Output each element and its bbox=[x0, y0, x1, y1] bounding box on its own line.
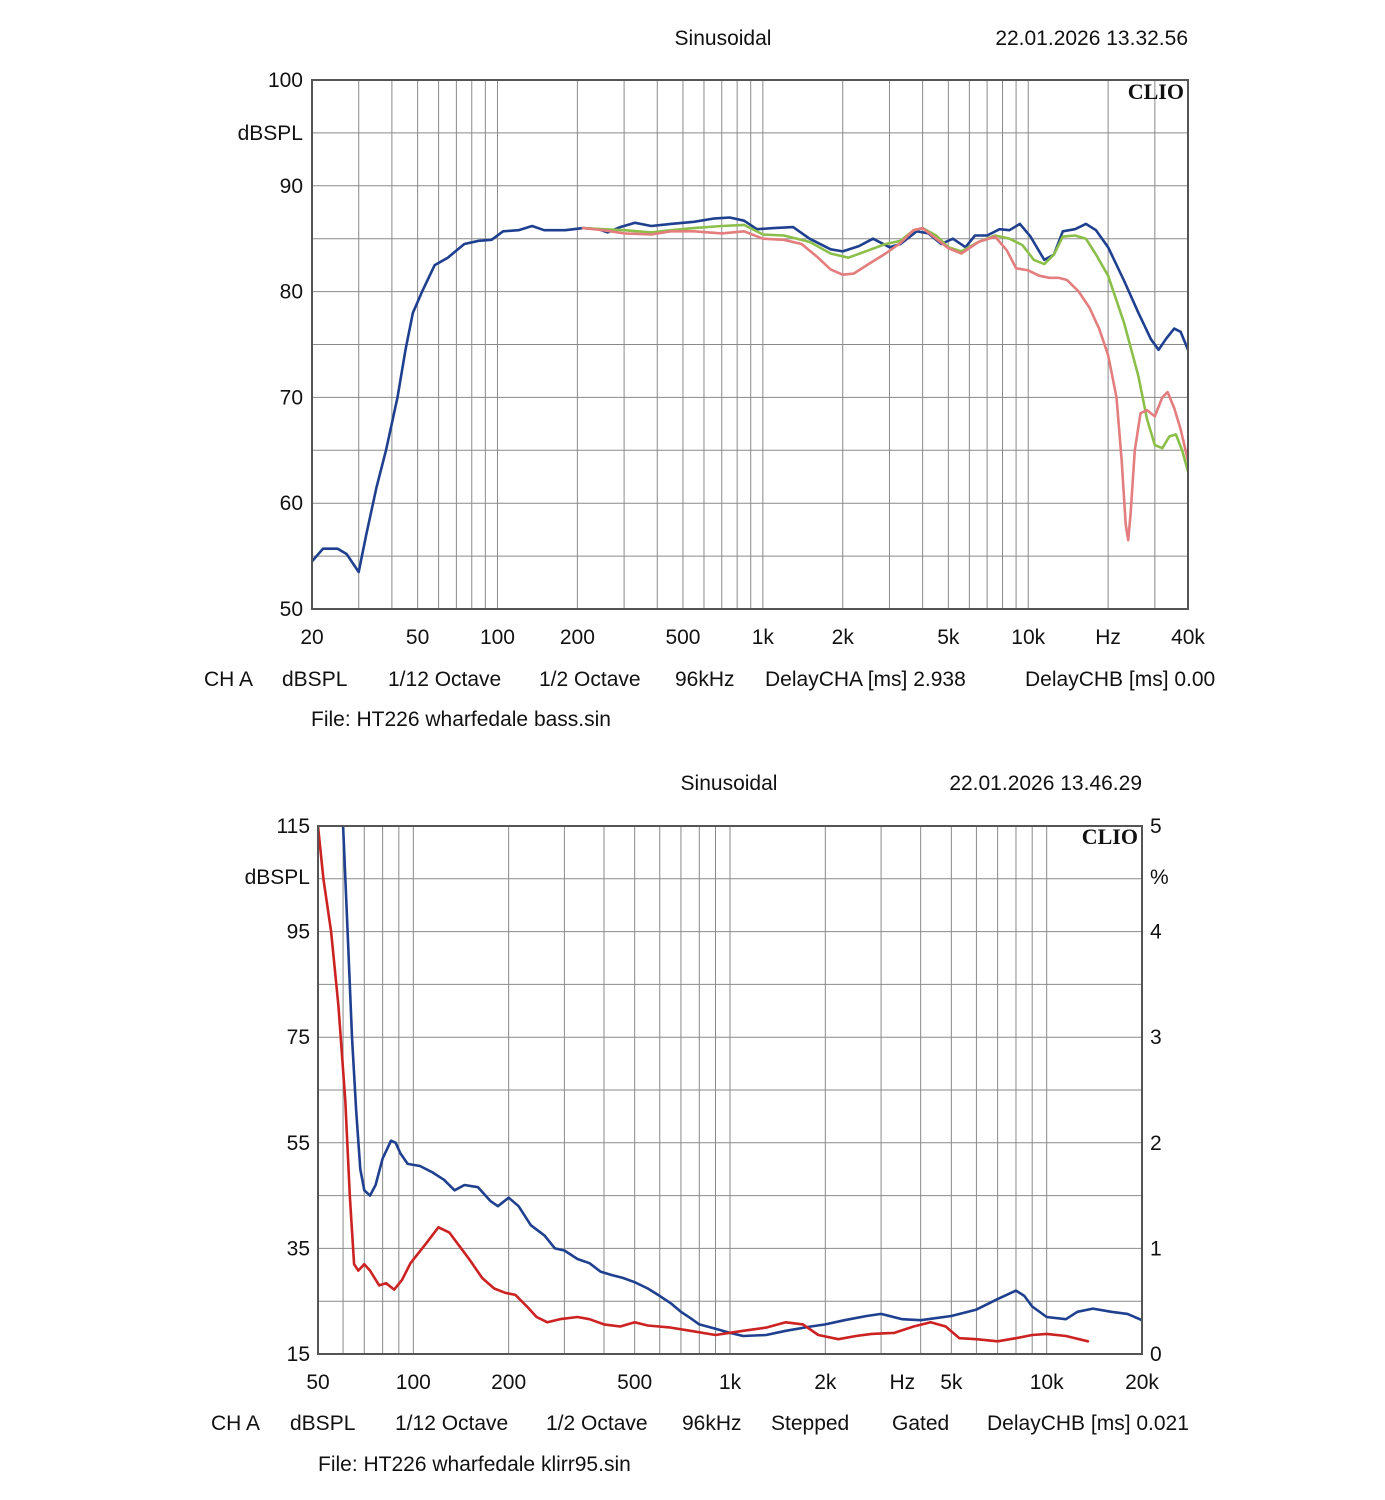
chart2-footer-smoothing: 1/2 Octave bbox=[546, 1412, 648, 1435]
y-tick-label: 55 bbox=[287, 1132, 310, 1155]
chart1-datetime: 22.01.2026 13.32.56 bbox=[995, 27, 1188, 50]
y-tick-label: 35 bbox=[287, 1237, 310, 1260]
chart1-footer-delay-chb: DelayCHB [ms] 0.00 bbox=[1025, 668, 1215, 691]
y2-tick-label: 4 bbox=[1150, 921, 1162, 944]
chart2-y2-axis-label: % bbox=[1150, 866, 1169, 889]
chart2-y-ticks: 115 95 75 55 35 15 bbox=[277, 815, 310, 1366]
x-tick-label: 2k bbox=[814, 1371, 837, 1394]
chart2-grid bbox=[318, 826, 1142, 1354]
x-tick-label: 200 bbox=[491, 1371, 526, 1394]
chart2-footer-stepped: Stepped bbox=[771, 1412, 849, 1435]
y2-tick-label: 5 bbox=[1150, 815, 1162, 838]
x-tick-label: 40k bbox=[1171, 626, 1205, 649]
x-tick-label: 10k bbox=[1030, 1371, 1064, 1394]
x-tick-label: 100 bbox=[396, 1371, 431, 1394]
x-tick-label: 200 bbox=[560, 626, 595, 649]
x-tick-label: 1k bbox=[719, 1371, 742, 1394]
chart2-y2-ticks: 5 4 3 2 1 0 bbox=[1150, 815, 1162, 1366]
x-tick-label: 2k bbox=[832, 626, 855, 649]
chart2-footer-gated: Gated bbox=[892, 1412, 949, 1435]
y-tick-label: 50 bbox=[280, 598, 303, 621]
distortion-chart: Sinusoidal 22.01.2026 13.46.29 CLIO dBSP… bbox=[211, 772, 1189, 1476]
series-green-line bbox=[581, 223, 1188, 473]
x-tick-label: 1k bbox=[752, 626, 775, 649]
y-tick-label: 90 bbox=[280, 175, 303, 198]
chart1-y-axis-label: dBSPL bbox=[238, 122, 303, 145]
y2-tick-label: 0 bbox=[1150, 1343, 1162, 1366]
chart2-footer: CH A dBSPL 1/12 Octave 1/2 Octave 96kHz … bbox=[211, 1412, 1189, 1476]
series-red-line bbox=[581, 226, 1188, 542]
chart1-series bbox=[312, 216, 1188, 574]
series-blue-line bbox=[341, 826, 1142, 1338]
x-tick-label: Hz bbox=[1095, 626, 1121, 649]
y2-tick-label: 1 bbox=[1150, 1237, 1162, 1260]
y2-tick-label: 3 bbox=[1150, 1026, 1162, 1049]
chart1-footer-delay-cha: DelayCHA [ms] 2.938 bbox=[765, 668, 966, 691]
chart1-clio-logo: CLIO bbox=[1128, 79, 1184, 104]
chart1-x-ticks: 20 50 100 200 500 1k 2k 5k 10k Hz 40k bbox=[300, 626, 1205, 649]
y-tick-label: 100 bbox=[268, 69, 303, 92]
chart1-footer-smoothing: 1/2 Octave bbox=[539, 668, 641, 691]
y-tick-label: 60 bbox=[280, 492, 303, 515]
chart2-footer-samplerate: 96kHz bbox=[682, 1412, 742, 1435]
x-tick-label: 500 bbox=[617, 1371, 652, 1394]
frequency-response-chart: Sinusoidal 22.01.2026 13.32.56 CLIO dBSP… bbox=[204, 27, 1215, 731]
series-red-line bbox=[318, 826, 1090, 1343]
series-blue-line bbox=[312, 216, 1188, 574]
y-tick-label: 80 bbox=[280, 281, 303, 304]
chart2-footer-resolution: 1/12 Octave bbox=[395, 1412, 508, 1435]
x-tick-label: 10k bbox=[1011, 626, 1045, 649]
x-tick-label: 20 bbox=[300, 626, 323, 649]
chart2-y-axis-label: dBSPL bbox=[245, 866, 310, 889]
y-tick-label: 115 bbox=[277, 815, 310, 838]
chart2-clio-logo: CLIO bbox=[1082, 824, 1138, 849]
chart2-mode: Sinusoidal bbox=[681, 772, 778, 795]
chart2-footer-unit: dBSPL bbox=[290, 1412, 355, 1435]
chart1-footer-unit: dBSPL bbox=[282, 668, 347, 691]
chart1-file-name: File: HT226 wharfedale bass.sin bbox=[311, 708, 611, 731]
y-tick-label: 75 bbox=[287, 1026, 310, 1049]
chart2-footer-delay-chb: DelayCHB [ms] 0.021 bbox=[987, 1412, 1189, 1435]
chart2-series bbox=[318, 826, 1142, 1343]
chart1-mode: Sinusoidal bbox=[675, 27, 772, 50]
x-tick-label: 5k bbox=[940, 1371, 963, 1394]
chart1-footer-resolution: 1/12 Octave bbox=[388, 668, 501, 691]
chart1-footer-samplerate: 96kHz bbox=[675, 668, 735, 691]
chart2-file-name: File: HT226 wharfedale klirr95.sin bbox=[318, 1453, 631, 1476]
chart2-datetime: 22.01.2026 13.46.29 bbox=[949, 772, 1142, 795]
y-tick-label: 70 bbox=[280, 386, 303, 409]
chart1-footer: CH A dBSPL 1/12 Octave 1/2 Octave 96kHz … bbox=[204, 668, 1215, 731]
chart2-x-ticks: 50 100 200 500 1k 2k Hz 5k 10k 20k bbox=[306, 1371, 1159, 1394]
x-tick-label: Hz bbox=[889, 1371, 915, 1394]
x-tick-label: 50 bbox=[406, 626, 429, 649]
x-tick-label: 500 bbox=[665, 626, 700, 649]
chart2-plot-frame bbox=[317, 825, 1143, 1355]
x-tick-label: 20k bbox=[1125, 1371, 1159, 1394]
chart1-footer-channel: CH A bbox=[204, 668, 253, 691]
chart1-grid bbox=[312, 80, 1188, 609]
y-tick-label: 95 bbox=[287, 921, 310, 944]
chart1-plot-frame bbox=[311, 79, 1189, 610]
chart2-footer-channel: CH A bbox=[211, 1412, 260, 1435]
y-tick-label: 15 bbox=[287, 1343, 310, 1366]
y2-tick-label: 2 bbox=[1150, 1132, 1162, 1155]
x-tick-label: 100 bbox=[480, 626, 515, 649]
x-tick-label: 50 bbox=[306, 1371, 329, 1394]
x-tick-label: 5k bbox=[937, 626, 960, 649]
chart1-y-ticks: 100 90 80 70 60 50 bbox=[268, 69, 303, 621]
